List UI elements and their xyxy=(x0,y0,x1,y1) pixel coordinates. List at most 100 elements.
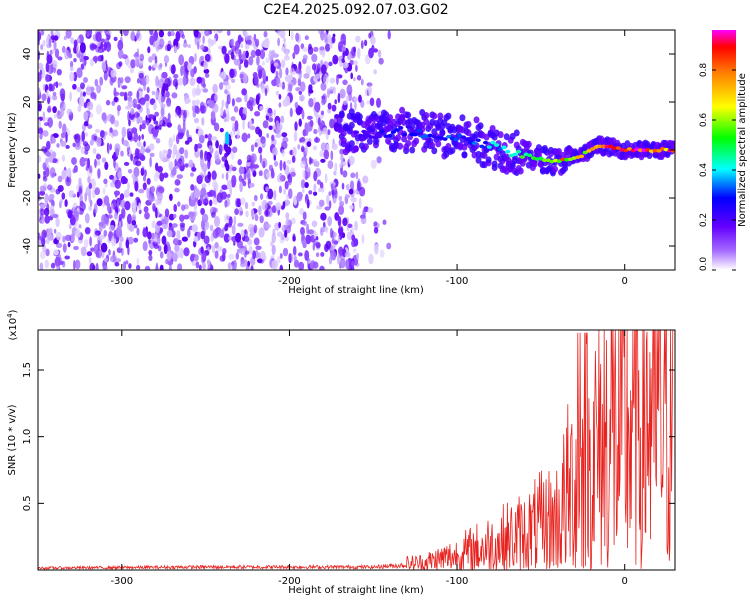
spectrogram-noise-mark xyxy=(149,156,152,168)
spectrogram-noise-mark xyxy=(173,38,179,49)
spectrogram-noise-mark xyxy=(39,208,46,216)
spectrogram-noise-mark xyxy=(187,136,193,143)
spectrogram-noise-mark xyxy=(106,30,112,36)
signal-core-mark xyxy=(637,148,644,152)
spectrogram-noise-mark xyxy=(161,71,168,79)
spectrogram-noise-mark xyxy=(355,35,361,43)
spectrogram-noise-mark xyxy=(120,247,124,256)
spectrogram-noise-mark xyxy=(88,192,91,204)
spectrogram-noise-mark xyxy=(280,115,285,124)
spectrogram-noise-mark xyxy=(285,218,291,227)
spectrogram-noise-mark xyxy=(67,241,71,248)
spectrogram-noise-mark xyxy=(240,43,244,49)
spectrogram-noise-mark xyxy=(250,209,255,218)
spectrogram-noise-mark xyxy=(368,47,374,59)
signal-core-mark xyxy=(497,147,503,151)
spectrogram-noise-mark xyxy=(113,91,120,96)
spectrogram-noise-mark xyxy=(133,166,140,178)
spectrogram-ytick-label: 0 xyxy=(22,147,33,153)
spectrogram-noise-mark xyxy=(179,214,185,222)
spectrogram-noise-mark xyxy=(360,215,367,225)
signal-halo-mark xyxy=(362,143,369,151)
spectrogram-noise-mark xyxy=(55,242,63,249)
spectrogram-noise-mark xyxy=(83,121,89,127)
spectrogram-noise-mark xyxy=(284,95,291,107)
snr-ylabel: SNR (10 * v/v) xyxy=(7,404,18,475)
spectrogram-noise-mark xyxy=(324,206,331,211)
spectrogram-noise-mark xyxy=(57,185,64,192)
spectrogram-noise-mark xyxy=(80,82,85,90)
spectrogram-noise-mark xyxy=(84,227,91,235)
spectrogram-noise-mark xyxy=(162,82,166,93)
spectrogram-ytick-label: 20 xyxy=(22,96,33,109)
spectrogram-noise-mark xyxy=(279,264,284,270)
spectrogram-noise-mark xyxy=(237,222,244,227)
signal-halo-mark xyxy=(459,114,466,122)
spectrogram-noise-mark xyxy=(284,229,288,238)
spectrogram-noise-mark xyxy=(325,240,332,250)
signal-core-mark xyxy=(372,135,378,140)
spectrogram-noise-mark xyxy=(120,150,124,157)
spectrogram-noise-mark xyxy=(49,167,56,179)
spectrogram-noise-mark xyxy=(233,215,237,226)
spectrogram-noise-mark xyxy=(131,219,137,226)
spectrogram-noise-mark xyxy=(144,94,150,102)
spectrogram-noise-mark xyxy=(64,255,70,260)
spectrogram-noise-mark xyxy=(43,122,49,127)
spectrogram-noise-mark xyxy=(168,161,174,171)
spectrogram-noise-mark xyxy=(231,224,236,235)
spectrogram-noise-mark xyxy=(38,119,41,130)
spectrogram-noise-mark xyxy=(341,58,345,63)
spectrogram-noise-mark xyxy=(299,207,305,216)
signal-core-mark xyxy=(405,124,411,129)
spectrogram-noise-mark xyxy=(60,106,65,117)
spectrogram-noise-mark xyxy=(115,226,122,238)
spectrogram-noise-mark xyxy=(263,30,268,38)
spectrogram-noise-mark xyxy=(312,261,319,269)
spectrogram-noise-mark xyxy=(353,46,357,53)
spectrogram-noise-mark xyxy=(223,116,228,123)
spectrogram-noise-mark xyxy=(368,85,372,96)
spectrogram-noise-mark xyxy=(204,30,211,37)
spectrogram-noise-mark xyxy=(281,59,286,68)
spectrogram-noise-mark xyxy=(292,52,296,59)
spectrogram-noise-mark xyxy=(250,49,256,59)
spectrogram-noise-mark xyxy=(145,74,150,85)
spectrogram-noise-mark xyxy=(196,175,203,185)
spectrogram-noise-mark xyxy=(240,197,246,205)
spectrogram-noise-mark xyxy=(273,154,276,161)
spectrogram-noise-mark xyxy=(96,198,103,207)
spectrogram-noise-mark xyxy=(236,127,240,139)
spectrogram-noise-mark xyxy=(232,146,238,153)
spectrogram-noise-mark xyxy=(202,262,206,270)
spectrogram-noise-mark xyxy=(219,127,224,133)
spectrogram-noise-mark xyxy=(167,250,171,262)
spectrogram-noise-mark xyxy=(267,188,274,200)
spectrogram-noise-mark xyxy=(89,43,96,51)
spectrogram-noise-mark xyxy=(187,228,191,238)
spectrogram-noise-mark xyxy=(96,56,102,62)
signal-halo-mark xyxy=(387,114,394,122)
spectrogram-noise-mark xyxy=(227,95,231,103)
spectrogram-noise-mark xyxy=(200,207,205,215)
spectrogram-noise-mark xyxy=(237,159,242,166)
spectrogram-noise-mark xyxy=(333,240,339,245)
spectrogram-noise-mark xyxy=(94,158,97,168)
spectrogram-noise-mark xyxy=(110,115,115,125)
spectrogram-noise-mark xyxy=(50,262,56,269)
spectrogram-noise-mark xyxy=(302,220,308,226)
spectrogram-noise-mark xyxy=(329,43,333,49)
spectrogram-noise-mark xyxy=(114,192,118,198)
spectrogram-noise-mark xyxy=(227,262,232,270)
signal-core-mark xyxy=(398,125,404,130)
signal-core-mark xyxy=(464,137,470,141)
spectrogram-noise-mark xyxy=(226,179,232,190)
spectrogram-noise-mark xyxy=(89,112,94,119)
spectrogram-noise-mark xyxy=(251,144,255,152)
spectrogram-noise-mark xyxy=(244,229,247,235)
spectrogram-noise-mark xyxy=(163,172,169,178)
spectrogram-noise-mark xyxy=(110,69,117,78)
spectrogram-noise-mark xyxy=(238,166,245,175)
spectrogram-noise-mark xyxy=(231,122,235,133)
spectrogram-noise-mark xyxy=(126,213,132,225)
